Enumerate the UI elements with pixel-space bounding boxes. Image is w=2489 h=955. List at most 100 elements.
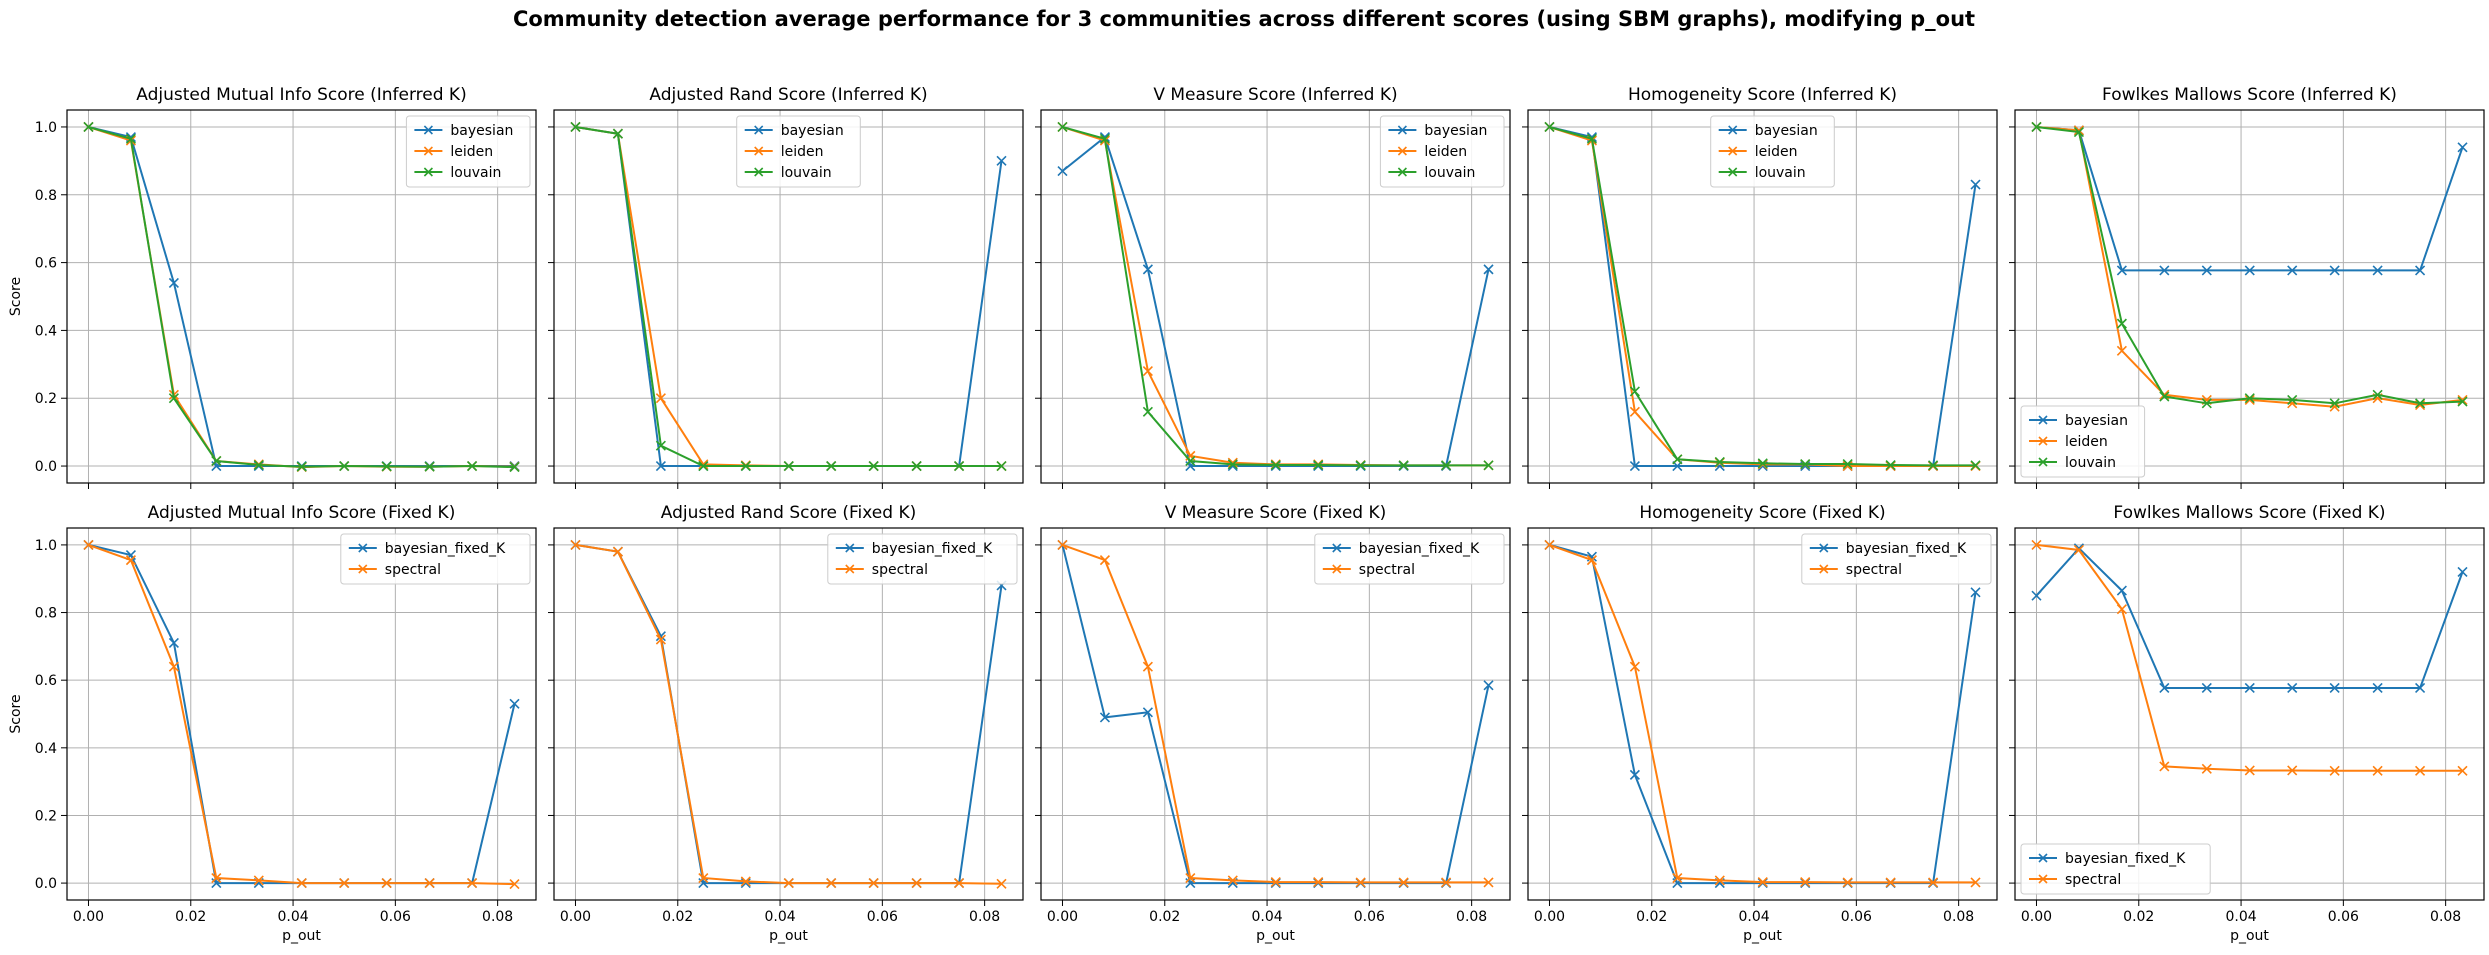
y-tick-label: 0.8 (35, 606, 57, 622)
legend-label: louvain (2065, 455, 2116, 471)
data-point-bayesian_fixed_K (509, 698, 520, 709)
data-point-spectral (1629, 661, 1640, 672)
data-point-louvain (868, 460, 879, 472)
data-point-bayesian_fixed_K (1142, 707, 1153, 718)
data-point-bayesian_fixed_K (1099, 712, 1110, 723)
figure-suptitle: Community detection average performance … (513, 7, 1975, 31)
data-point-louvain (2116, 318, 2127, 329)
data-point-bayesian_fixed_K (2116, 585, 2127, 596)
data-point-spectral (783, 878, 794, 889)
data-point-louvain (1355, 460, 1366, 471)
subplot-title: Adjusted Mutual Info Score (Inferred K) (136, 85, 466, 105)
legend-box (2020, 405, 2146, 478)
legend-marker (1728, 167, 1738, 177)
data-point-spectral (509, 879, 520, 890)
legend-label: louvain (1755, 165, 1806, 181)
legend-marker (1728, 125, 1738, 135)
data-point-louvain (253, 459, 264, 471)
legend: bayesian_fixed_K spectral (2020, 843, 2211, 895)
x-tick-label: 0.08 (1456, 909, 1487, 925)
legend-marker (754, 167, 764, 177)
axes-frame (1527, 109, 1998, 484)
data-point-leiden (2116, 345, 2127, 356)
data-point-bayesian (2201, 265, 2212, 276)
data-point-bayesian (1142, 264, 1153, 275)
data-point-louvain (2415, 398, 2426, 409)
data-point-louvain (1800, 458, 1811, 470)
y-axis-label: Score (8, 277, 24, 316)
subplot-title: Homogeneity Score (Inferred K) (1628, 85, 1897, 105)
subplot-8: 0.00 0.02 0.04 0.06 0.08 V Measure Score (Fix… (1035, 503, 1511, 944)
series-line-spectral (1549, 543, 1976, 884)
data-point-spectral (424, 878, 435, 889)
data-point-bayesian (996, 155, 1007, 166)
data-point-louvain (1142, 406, 1153, 417)
data-point-louvain (1544, 121, 1555, 133)
x-tick-label: 0.06 (1354, 909, 1385, 925)
legend-label: leiden (1755, 144, 1798, 160)
subplot-title: Fowlkes Mallows Score (Inferred K) (2102, 85, 2397, 105)
y-axis-label: Score (8, 694, 24, 733)
y-tick-label: 0.8 (35, 188, 57, 204)
data-point-spectral (1099, 555, 1110, 566)
legend: bayesian_fixed_K spectral (340, 533, 531, 585)
legend-marker (845, 543, 855, 553)
axes-frame (2014, 527, 2485, 901)
legend-box (1314, 533, 1505, 585)
subplot-9: 0.00 0.02 0.04 0.06 0.08 Homogeneity Score (F… (1522, 503, 1998, 944)
data-point-louvain (1057, 121, 1068, 133)
data-point-spectral (381, 878, 392, 889)
axes-frame (553, 527, 1024, 901)
legend-marker (423, 146, 433, 156)
data-point-bayesian_fixed_K (1483, 680, 1494, 691)
subplot-title: Adjusted Rand Score (Inferred K) (649, 85, 927, 105)
y-tick-label: 0.2 (35, 391, 57, 407)
data-point-spectral (253, 875, 264, 886)
data-point-spectral (655, 634, 666, 645)
legend-marker (2038, 415, 2048, 425)
data-point-spectral (1227, 875, 1238, 886)
data-point-spectral (1398, 877, 1409, 888)
series-line-bayesian_fixed_K (1549, 543, 1977, 885)
y-tick-label: 0.6 (35, 256, 57, 272)
data-point-spectral (1842, 877, 1853, 888)
data-point-spectral (2372, 765, 2383, 776)
data-point-bayesian_fixed_K (2457, 566, 2468, 578)
data-point-louvain (1714, 456, 1725, 468)
data-point-louvain (168, 393, 179, 404)
data-point-louvain (2244, 393, 2255, 404)
data-point-bayesian_fixed_K (2244, 682, 2255, 694)
data-point-spectral (1142, 661, 1153, 672)
subplot-5: Fowlkes Mallows Score (Inferred K) bayesi… (2009, 85, 2485, 489)
data-point-spectral (570, 539, 581, 550)
legend-marker (1819, 543, 1829, 553)
data-point-spectral (1355, 877, 1366, 888)
data-point-spectral (1057, 539, 1068, 550)
series-line-spectral (1062, 543, 1489, 884)
series-line-bayesian_fixed_K (1061, 544, 1490, 885)
data-point-spectral (1928, 877, 1939, 888)
data-point-spectral (1483, 877, 1494, 888)
data-point-louvain (125, 133, 136, 144)
data-point-louvain (2287, 394, 2298, 405)
data-point-spectral (1441, 877, 1452, 888)
legend-box (340, 533, 531, 585)
data-point-louvain (911, 460, 922, 472)
axes-frame (553, 109, 1024, 484)
x-axis-label: p_out (769, 928, 808, 944)
series-line-bayesian_fixed_K (2035, 546, 2464, 689)
data-point-louvain (2329, 398, 2340, 409)
legend-label: louvain (1424, 165, 1475, 181)
data-point-leiden (1227, 457, 1238, 468)
subplot-2: Adjusted Rand Score (Inferred K) bayesian… (548, 85, 1024, 489)
data-point-bayesian_fixed_K (168, 637, 179, 649)
legend: bayesian_fixed_K spectral (1314, 533, 1505, 585)
legend-marker (423, 167, 433, 177)
data-point-louvain (509, 461, 520, 473)
data-point-spectral (2031, 539, 2042, 550)
data-point-louvain (655, 440, 666, 451)
data-point-louvain (612, 128, 623, 139)
data-point-louvain (1313, 459, 1324, 471)
data-point-louvain (1270, 459, 1281, 471)
subplot-7: 0.00 0.02 0.04 0.06 0.08 Adjusted Rand Score … (548, 503, 1024, 944)
